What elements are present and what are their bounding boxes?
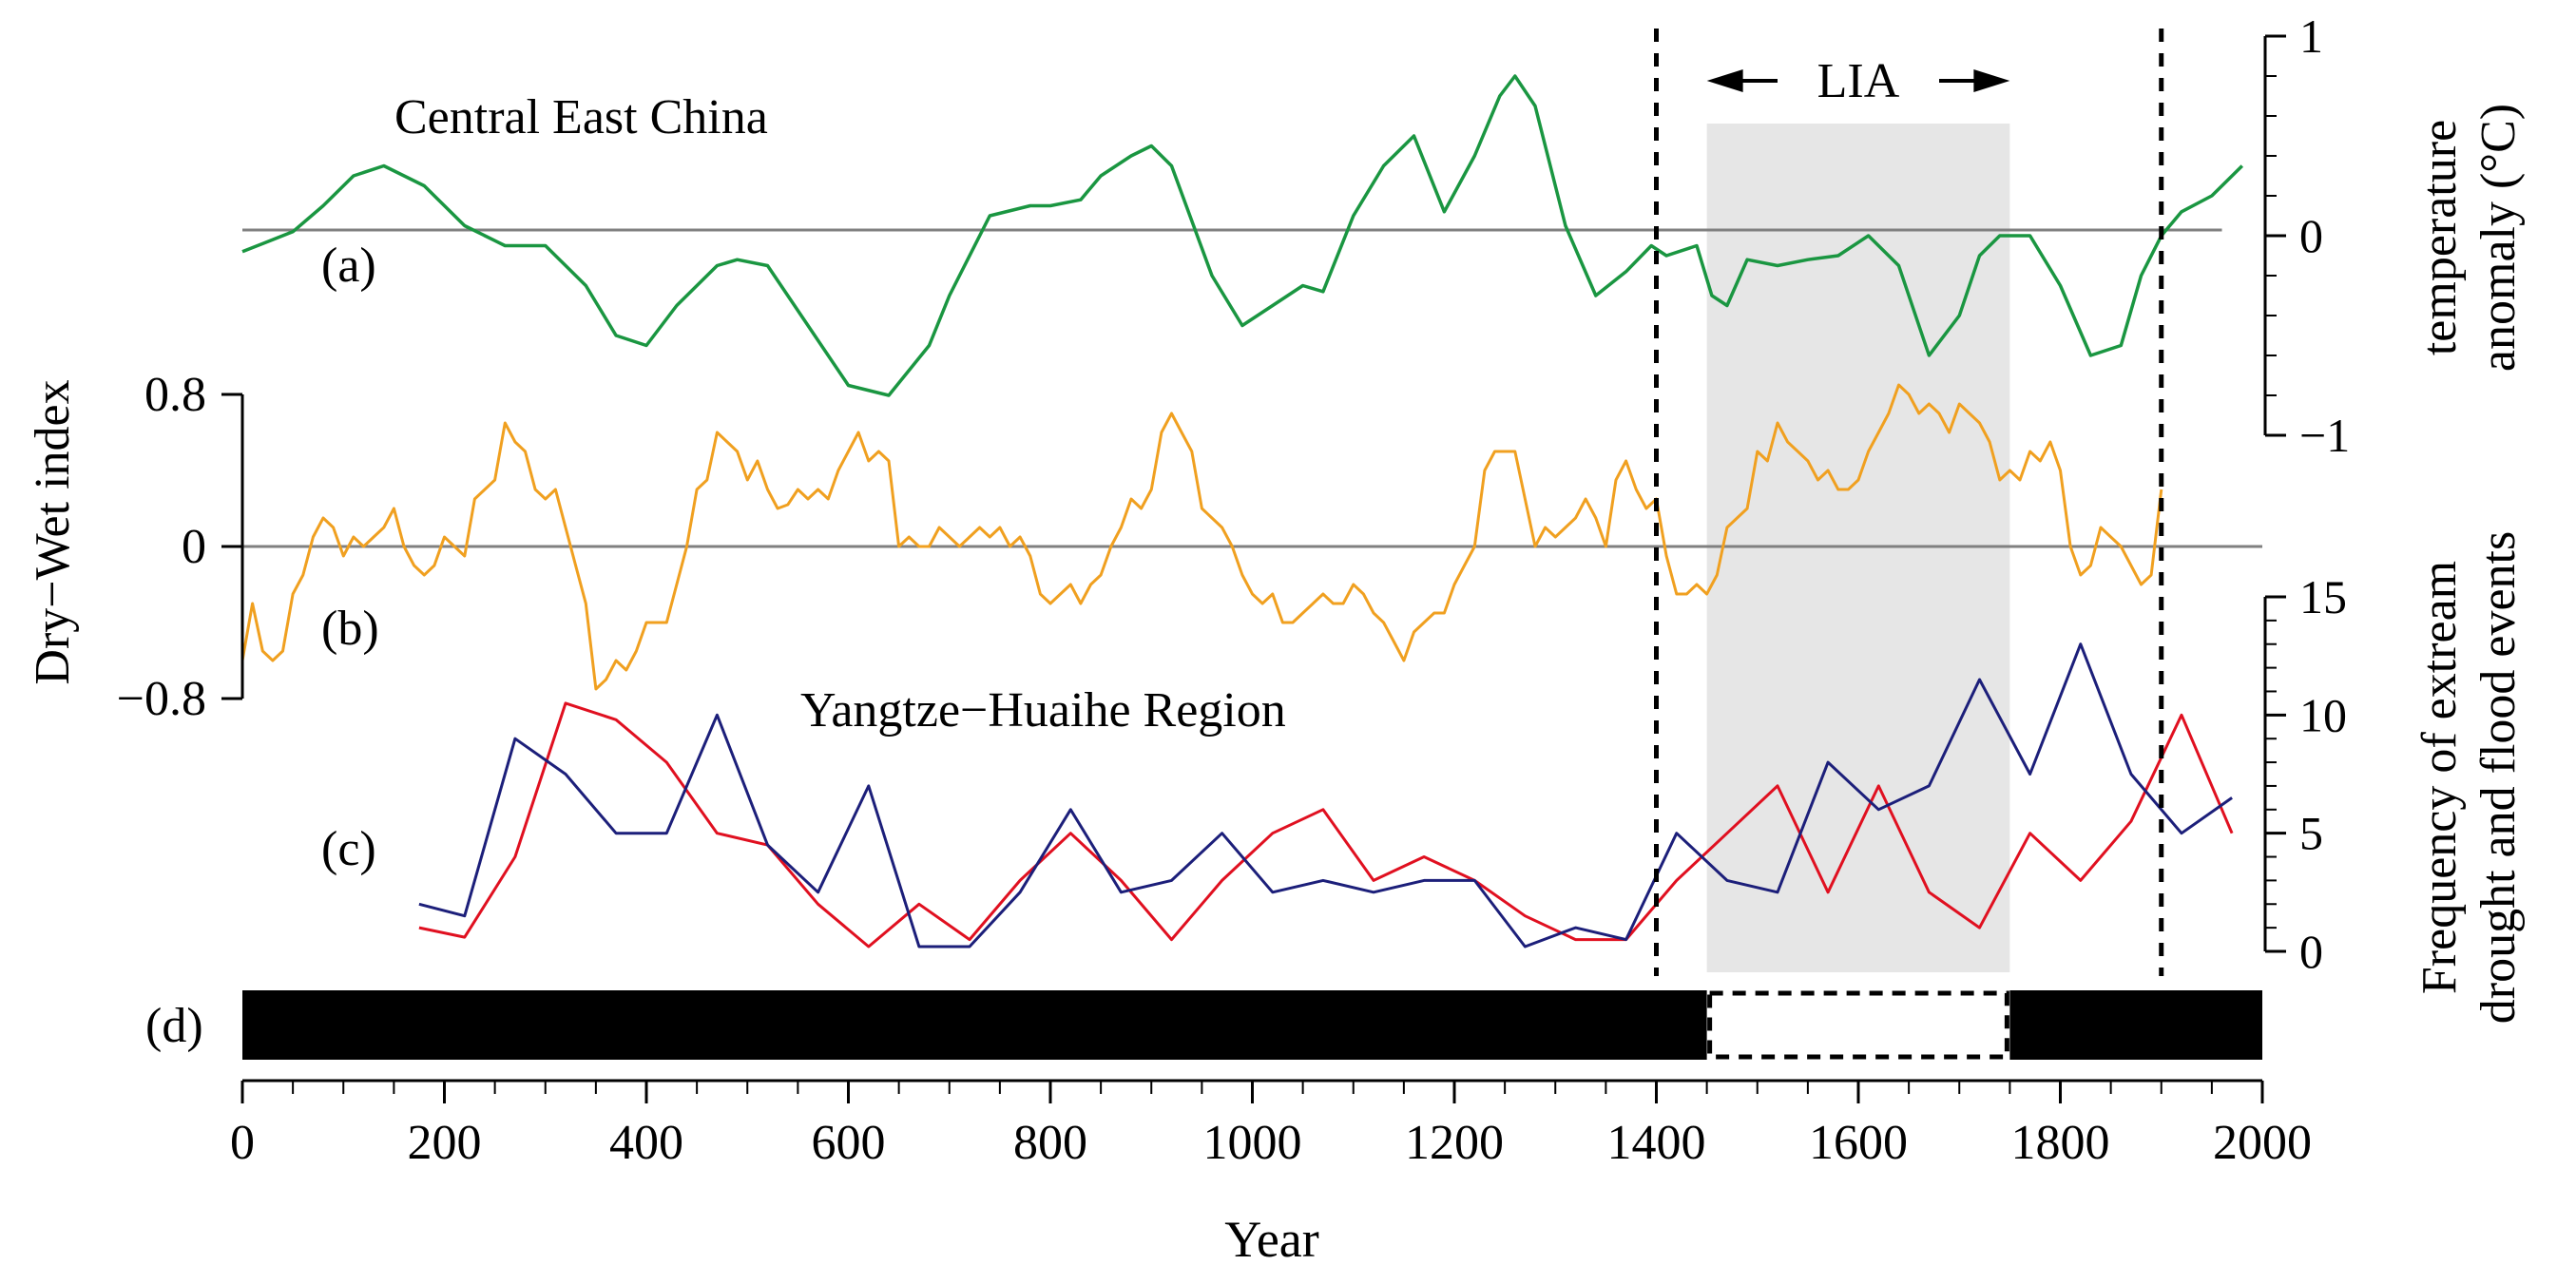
panel-a-title: Central East China bbox=[394, 90, 768, 144]
panel-c-tick-label: 15 bbox=[2299, 570, 2347, 623]
panel-a-axis: −1 0 1 bbox=[2263, 10, 2350, 462]
panel-b-tick-label: 0.8 bbox=[144, 368, 206, 422]
period-bar-open-segment bbox=[1707, 990, 2009, 1060]
panel-c-drought-line bbox=[418, 701, 2234, 949]
panel-a-tick-label: −1 bbox=[2299, 409, 2350, 462]
panel-c-ylabel-line2: drought and flood events bbox=[2471, 531, 2526, 1024]
panel-a-ylabel-line2: anomaly (°C) bbox=[2471, 104, 2526, 372]
panel-b-ylabel: Dry−Wet index bbox=[26, 379, 80, 684]
panel-b-axis: 0.8 0 −0.8 bbox=[117, 368, 244, 726]
x-tick-label: 600 bbox=[812, 1116, 886, 1170]
panel-b-tick-label: −0.8 bbox=[117, 672, 206, 726]
period-bar-filled-segment bbox=[242, 990, 1707, 1060]
panel-a-tick-label: 0 bbox=[2299, 209, 2323, 262]
panel-c-title: Yangtze−Huaihe Region bbox=[800, 683, 1286, 738]
panel-c-tick-label: 0 bbox=[2299, 925, 2323, 978]
panel-b-label: (b) bbox=[321, 602, 379, 656]
x-tick-label: 800 bbox=[1013, 1116, 1087, 1170]
x-tick-label: 200 bbox=[408, 1116, 482, 1170]
panel-a-ylabel-line1: temperature bbox=[2413, 120, 2467, 355]
panel-b-dry-wet-line bbox=[240, 383, 2163, 691]
x-tick-label: 1000 bbox=[1203, 1116, 1302, 1170]
panel-a-label: (a) bbox=[321, 239, 376, 293]
panel-c-tick-label: 10 bbox=[2299, 688, 2347, 741]
panel-a-tick-label: 1 bbox=[2299, 10, 2323, 63]
x-tick-label: 0 bbox=[230, 1116, 255, 1170]
x-axis-title: Year bbox=[1224, 1211, 1319, 1265]
lia-left-arrowhead bbox=[1706, 69, 1743, 92]
panel-d-label: (d) bbox=[145, 999, 203, 1053]
panel-c-flood-line bbox=[418, 642, 2233, 949]
x-tick-label: 1200 bbox=[1405, 1116, 1504, 1170]
panel-c-axis: 0 5 10 15 bbox=[2263, 570, 2347, 978]
x-tick-label: 1400 bbox=[1607, 1116, 1706, 1170]
x-tick-label: 1600 bbox=[1809, 1116, 1908, 1170]
panel-c-ylabel-line1: Frequency of extream bbox=[2413, 561, 2467, 994]
panel-b-tick-label: 0 bbox=[182, 520, 206, 574]
panel-d-period-bar bbox=[242, 990, 2262, 1060]
panel-c-label: (c) bbox=[321, 822, 376, 876]
x-tick-label: 2000 bbox=[2213, 1116, 2312, 1170]
x-axis: 0 200 400 600 800 1000 1200 1400 1600 1800 2000 bbox=[230, 1079, 2312, 1170]
panel-a-temperature-line bbox=[241, 74, 2244, 397]
panel-c-tick-label: 5 bbox=[2299, 807, 2323, 860]
lia-right-arrowhead bbox=[1973, 69, 2010, 92]
lia-label: LIA bbox=[1817, 54, 1900, 108]
x-tick-label: 400 bbox=[609, 1116, 683, 1170]
period-bar-filled-segment bbox=[2009, 990, 2262, 1060]
x-tick-label: 1800 bbox=[2011, 1116, 2110, 1170]
